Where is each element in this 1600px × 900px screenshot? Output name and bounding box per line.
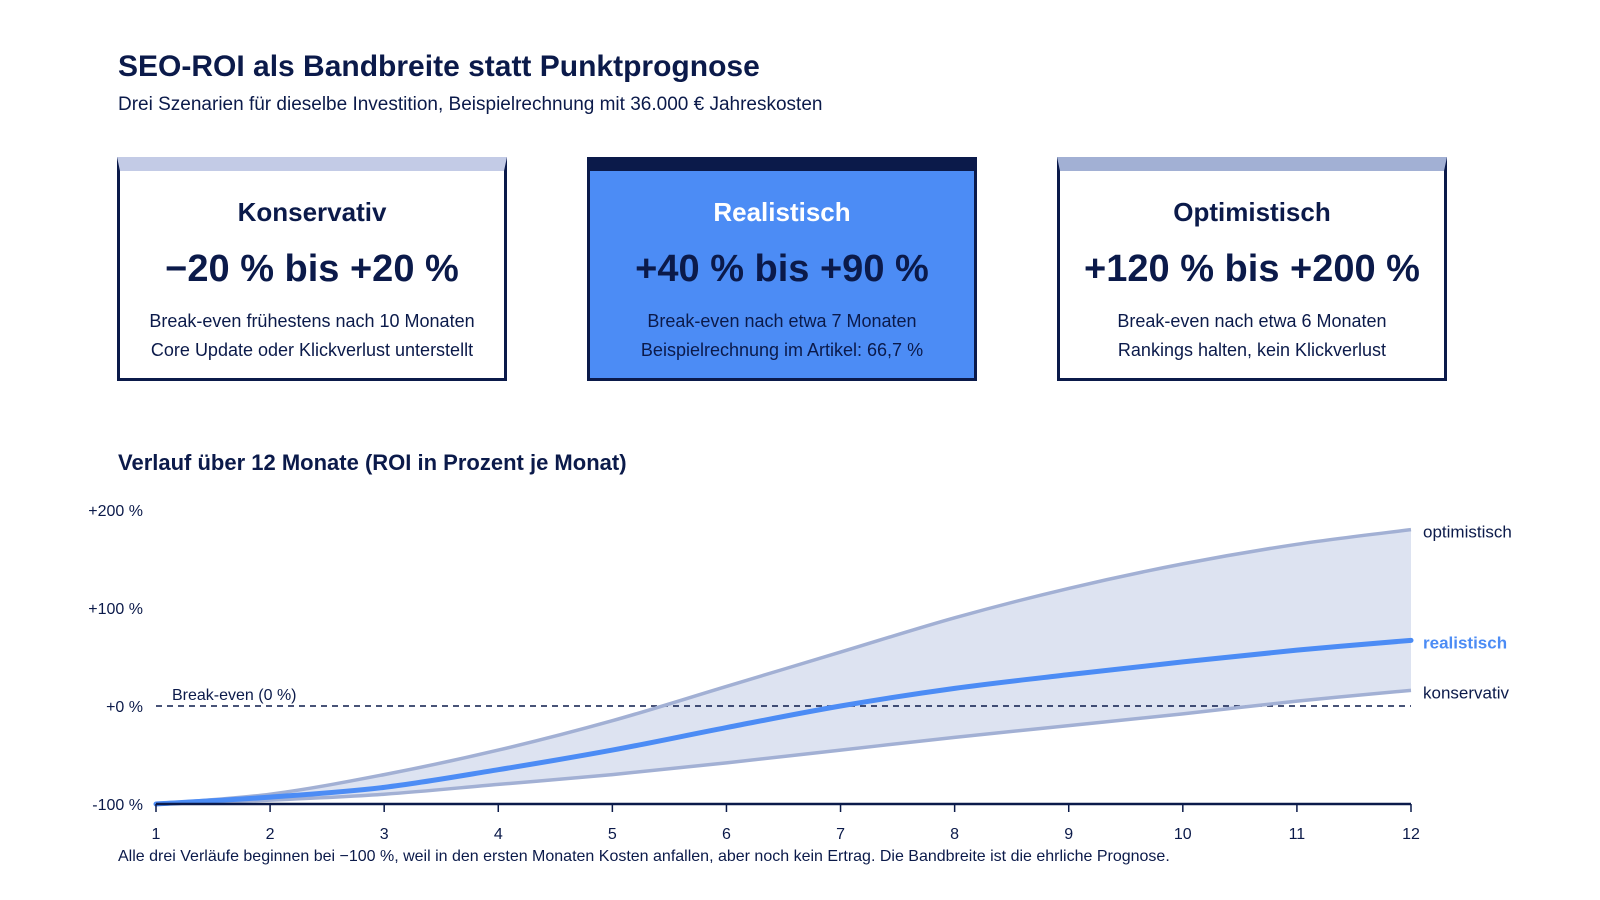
y-tick-label: +200 % [88, 503, 143, 520]
page-subtitle: Drei Szenarien für dieselbe Investition,… [118, 94, 823, 115]
series-label-konservativ: konservativ [1423, 683, 1509, 702]
x-tick-label: 8 [950, 826, 959, 843]
scenario-range: +120 % bis +200 % [1084, 248, 1420, 290]
x-tick-label: 7 [836, 826, 845, 843]
scenario-line-2: Beispielrechnung im Artikel: 66,7 % [640, 340, 924, 360]
series-line-optimistisch [155, 527, 1412, 806]
y-tick-label: +0 % [106, 699, 143, 716]
series-label-optimistisch: optimistisch [1423, 523, 1512, 542]
x-tick-label: 9 [1064, 826, 1073, 843]
series-line-konservativ [155, 688, 1412, 806]
scenario-name: Realistisch [713, 197, 851, 227]
x-tick-label: 5 [608, 826, 617, 843]
scenario-line-1: Break-even nach etwa 6 Monaten [1117, 311, 1387, 331]
y-tick-label: +100 % [88, 601, 143, 618]
series-label-realistisch: realistisch [1423, 633, 1507, 652]
x-tick-label: 11 [1289, 826, 1306, 843]
scenario-range: +40 % bis +90 % [635, 248, 929, 290]
roi-chart: Break-even (0 %)1 2 3 4 5 6 7 8 9 10 11 12-100 %+0 … [88, 503, 1512, 843]
x-tick-label: 12 [1402, 826, 1420, 843]
scenario-card-optimistisch: Optimistisch +120 % bis +200 % Break-eve… [1057, 157, 1447, 381]
x-tick-label: 2 [266, 826, 275, 843]
scenario-description: Break-even nach etwa 6 Monaten Rankings … [1060, 307, 1444, 365]
x-tick-label: 4 [494, 826, 503, 843]
scenario-description: Break-even nach etwa 7 Monaten Beispielr… [590, 307, 974, 365]
scenario-range: −20 % bis +20 % [165, 248, 459, 290]
y-tick-label: -100 % [92, 797, 143, 814]
scenario-name: Konservativ [237, 197, 387, 227]
break-even-label: Break-even (0 %) [172, 687, 297, 704]
chart-title: Verlauf über 12 Monate (ROI in Prozent j… [118, 450, 627, 475]
chart-footnote: Alle drei Verläufe beginnen bei −100 %, … [118, 848, 1170, 865]
page-title: SEO-ROI als Bandbreite statt Punktprogno… [118, 50, 760, 83]
x-tick-label: 3 [380, 826, 389, 843]
x-tick-label: 1 [152, 826, 161, 843]
scenario-line-1: Break-even nach etwa 7 Monaten [647, 311, 917, 331]
scenario-line-2: Rankings halten, kein Klickverlust [1117, 340, 1387, 360]
scenario-card-realistisch: Realistisch +40 % bis +90 % Break-even n… [587, 157, 977, 381]
scenario-line-1: Break-even frühestens nach 10 Monaten [149, 311, 475, 331]
scenario-band [156, 529, 1411, 804]
scenario-line-2: Core Update oder Klickverlust unterstell… [150, 340, 474, 360]
scenario-description: Break-even frühestens nach 10 Monaten Co… [120, 307, 504, 365]
x-tick-label: 10 [1174, 826, 1192, 843]
series-line-realistisch [153, 637, 1414, 807]
x-tick-label: 6 [722, 826, 731, 843]
scenario-name: Optimistisch [1173, 197, 1331, 227]
scenario-card-konservativ: Konservativ −20 % bis +20 % Break-even f… [117, 157, 507, 381]
